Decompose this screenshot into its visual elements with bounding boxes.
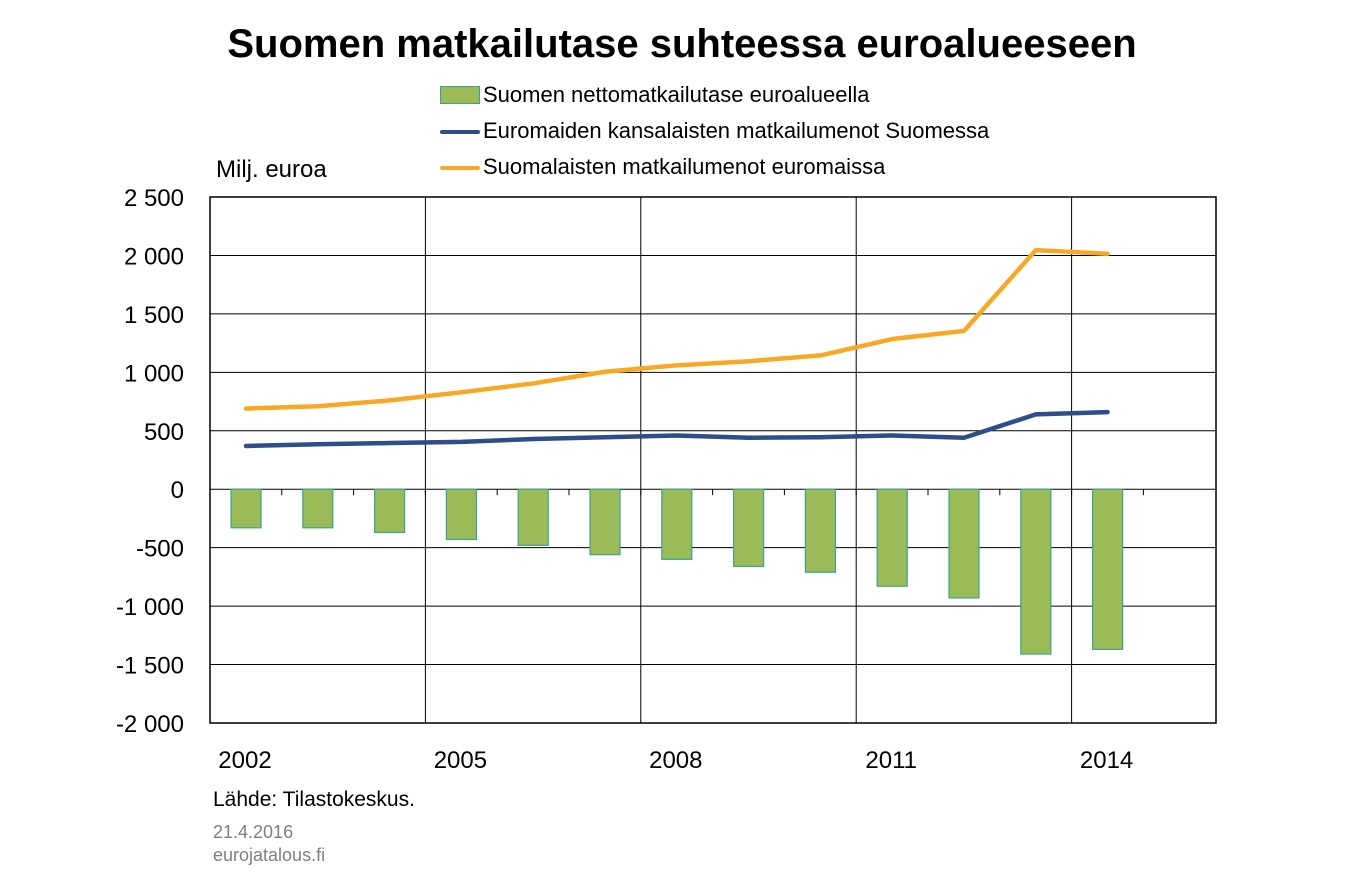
y-tick-label: 1 000 <box>124 360 184 387</box>
plot-frame <box>209 196 1217 724</box>
x-tick-label: 2014 <box>1080 747 1133 774</box>
y-tick-label: 2 500 <box>124 185 184 212</box>
bar-net-balance <box>661 488 693 560</box>
y-tick-label: -1 000 <box>116 594 184 621</box>
bar-net-balance <box>732 488 765 567</box>
bar-net-balance <box>948 488 980 599</box>
bar-net-balance <box>589 488 621 556</box>
chart-title: Suomen matkailutase suhteessa euroaluees… <box>227 22 1137 66</box>
y-tick-label: -2 000 <box>116 711 184 738</box>
y-tick-label: -500 <box>136 536 184 563</box>
line-outbound-spending <box>243 247 1110 411</box>
bar-net-balance <box>1091 488 1124 650</box>
bar-net-balance <box>804 488 837 573</box>
y-tick-label: 500 <box>144 419 184 446</box>
bar-net-balance <box>1020 488 1052 655</box>
publish-date: 21.4.2016 <box>213 822 294 842</box>
x-tick-label: 2008 <box>649 747 702 774</box>
legend-label: Suomalaisten matkailumenot euromaissa <box>483 154 886 179</box>
site-name: eurojatalous.fi <box>213 845 326 865</box>
y-axis-unit-label: Milj. euroa <box>216 156 327 183</box>
legend-swatch-line <box>440 130 480 134</box>
legend-label: Euromaiden kansalaisten matkailumenot Su… <box>483 118 990 143</box>
bar-net-balance <box>445 488 477 541</box>
legend-label: Suomen nettomatkailutase euroalueella <box>483 82 870 107</box>
y-tick-label: 0 <box>171 477 184 504</box>
bar-net-balance <box>374 488 406 534</box>
x-tick-label: 2005 <box>434 747 487 774</box>
bar-net-balance <box>302 488 334 529</box>
legend-swatch-bar <box>440 86 480 104</box>
y-tick-label: 1 500 <box>124 302 184 329</box>
bar-net-balance <box>230 488 262 529</box>
x-tick-label: 2011 <box>865 747 917 774</box>
y-tick-label: 2 000 <box>124 243 184 270</box>
legend-swatch-line <box>440 166 480 170</box>
x-tick-label: 2002 <box>218 747 271 774</box>
y-tick-label: -1 500 <box>116 653 184 680</box>
line-inbound-spending <box>243 409 1110 449</box>
bar-net-balance <box>517 488 549 546</box>
source-note: Lähde: Tilastokeskus. <box>213 788 415 811</box>
bar-net-balance <box>876 488 908 587</box>
